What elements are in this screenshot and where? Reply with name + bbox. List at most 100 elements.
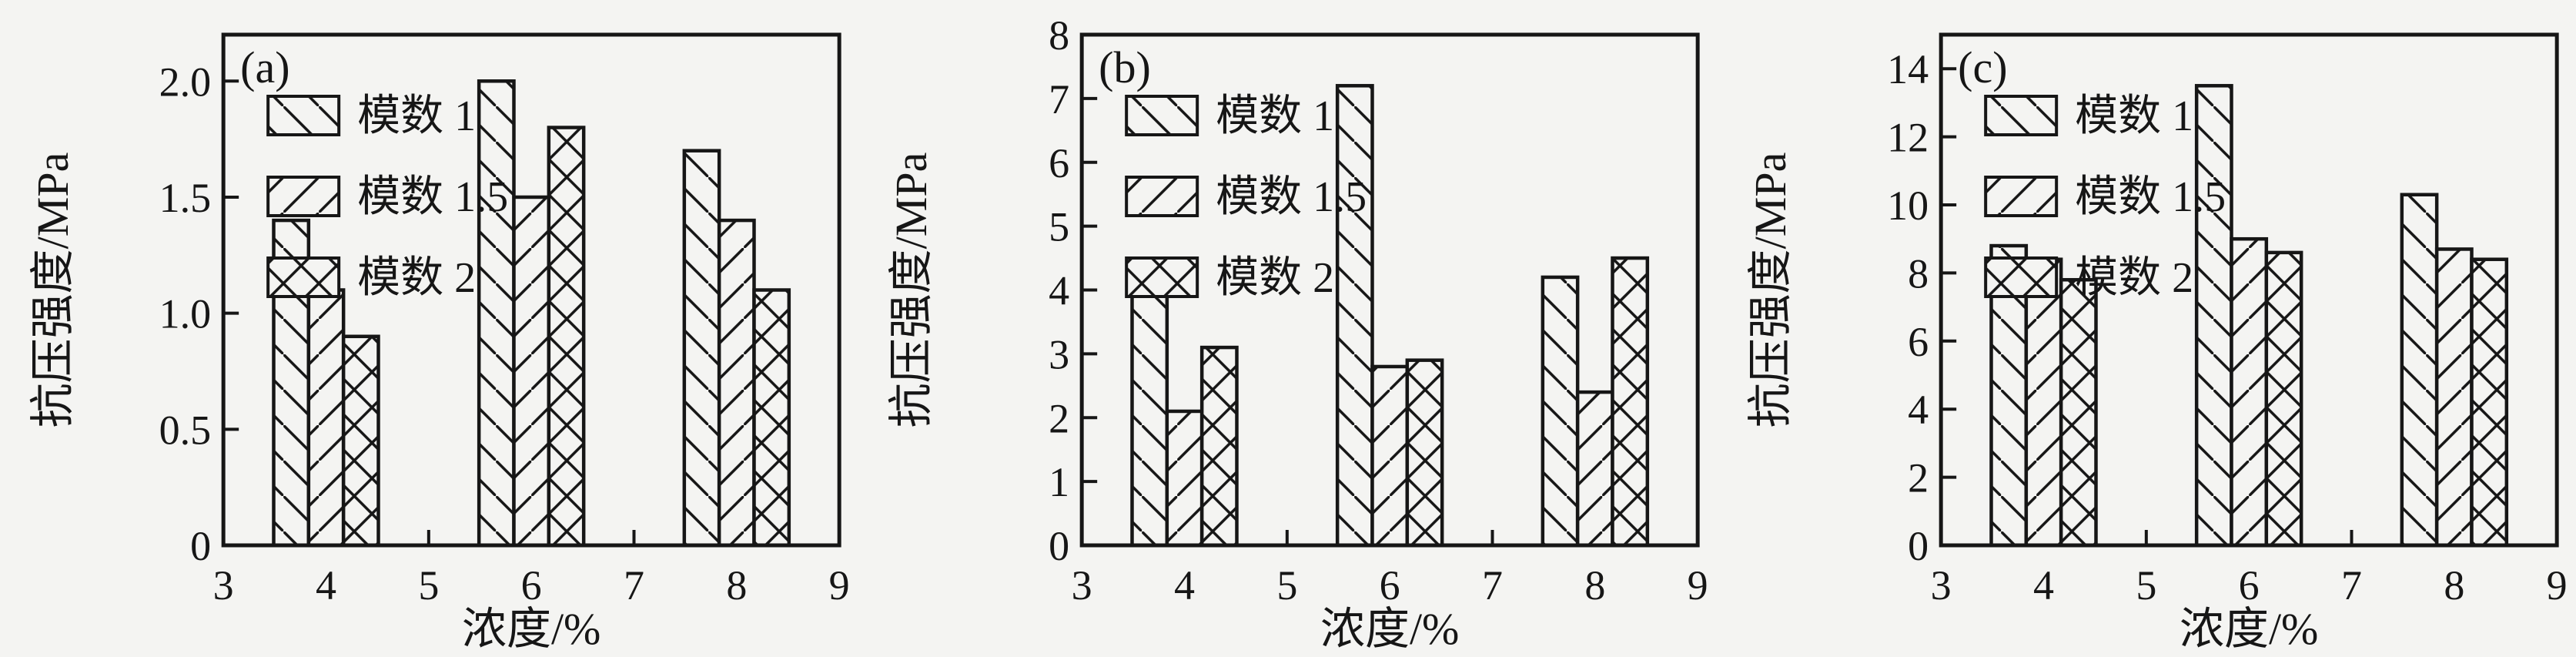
bar xyxy=(2264,250,2303,548)
bar xyxy=(1130,288,1169,548)
x-tick-label: 7 xyxy=(1482,562,1503,608)
x-tick-labels: 3 4 5 6 7 8 9 xyxy=(1930,562,2567,608)
legend-item: 模数 1 xyxy=(1125,92,1334,140)
y-tick-label: 1.0 xyxy=(159,291,212,337)
bars xyxy=(1130,84,1650,548)
x-tick-label: 7 xyxy=(2341,562,2362,608)
bars xyxy=(272,79,791,548)
x-tick-label: 3 xyxy=(1072,562,1092,608)
bar xyxy=(2024,257,2063,548)
legend-swatch-diag-down xyxy=(266,95,341,136)
y-tick-labels: 0 1 2 3 4 5 6 7 8 xyxy=(1049,12,1069,569)
bar xyxy=(2229,236,2268,548)
x-tick-label: 5 xyxy=(1277,562,1298,608)
bar xyxy=(477,79,516,548)
legend-item: 模数 1.5 xyxy=(1125,173,1367,221)
chart-panel-c: 3 4 5 6 7 8 9 0 2 4 6 8 10 12 14 (c) 模数 1 模数 1.5 模数 2 浓度/% 抗… xyxy=(1717,0,2576,657)
series-cross xyxy=(2059,250,2508,548)
series-diag-up xyxy=(1165,364,1615,548)
legend-label: 模数 1 xyxy=(1216,92,1334,140)
bar xyxy=(1370,364,1410,548)
legend-item: 模数 2 xyxy=(1983,254,2193,302)
plot-frame xyxy=(1079,32,1700,548)
y-tick-label: 14 xyxy=(1887,46,1929,92)
bar xyxy=(717,218,756,548)
legend-swatch-cross xyxy=(1125,256,1199,298)
series-diag-up xyxy=(306,195,756,548)
legend-item: 模数 1 xyxy=(1983,92,2193,140)
x-tick-labels: 3 4 5 6 7 8 9 xyxy=(213,562,850,608)
y-tick-label: 4 xyxy=(1908,387,1929,433)
bar xyxy=(682,149,721,548)
bar xyxy=(1165,409,1204,548)
x-tick-label: 8 xyxy=(726,562,747,608)
x-tick-label: 5 xyxy=(2136,562,2156,608)
bar xyxy=(306,288,346,548)
legend-swatch-diag-down xyxy=(1983,95,2058,136)
x-tick-label: 8 xyxy=(2444,562,2464,608)
legend-swatch-cross xyxy=(266,256,341,298)
y-tick-labels: 0 2 4 6 8 10 12 14 xyxy=(1887,46,1929,569)
y-tick-label: 8 xyxy=(1908,250,1929,297)
y-tick-label: 3 xyxy=(1049,331,1069,377)
bar xyxy=(1200,345,1239,548)
legend-label: 模数 2 xyxy=(2075,254,2193,302)
bar xyxy=(512,195,551,548)
bar xyxy=(2469,257,2508,548)
legend-label: 模数 1.5 xyxy=(1216,173,1367,221)
panel-label: (b) xyxy=(1099,42,1151,92)
legend-label: 模数 1 xyxy=(2075,92,2193,140)
series-cross xyxy=(341,126,791,548)
legend-label: 模数 1 xyxy=(357,92,476,140)
y-tick-label: 0 xyxy=(1049,523,1069,569)
y-axis-title: 抗压强度/MPa xyxy=(1745,153,1795,428)
legend-item: 模数 1 xyxy=(266,92,476,140)
legend: 模数 1 模数 1.5 模数 2 xyxy=(1983,92,2226,302)
y-tick-label: 4 xyxy=(1049,268,1069,314)
legend-label: 模数 1.5 xyxy=(2075,173,2226,221)
legend-swatch-diag-up xyxy=(1125,176,1199,217)
legend-item: 模数 2 xyxy=(1125,254,1334,302)
series-cross xyxy=(1200,256,1650,548)
legend: 模数 1 模数 1.5 模数 2 xyxy=(1125,92,1367,302)
chart-svg-b: 3 4 5 6 7 8 9 0 1 2 3 4 5 6 7 8 (b) 模数 1 模数 1.5 模数 2 浓度/% 抗压强… xyxy=(858,0,1718,657)
x-axis-title: 浓度/% xyxy=(2180,604,2318,654)
y-tick-label: 8 xyxy=(1049,12,1069,59)
panel-label: (c) xyxy=(1958,42,2007,92)
y-tick-label: 2.0 xyxy=(159,59,212,105)
legend-label: 模数 1.5 xyxy=(357,173,508,221)
x-tick-label: 7 xyxy=(624,562,644,608)
y-tick-label: 0 xyxy=(1908,523,1929,569)
y-tick-label: 1.5 xyxy=(159,175,212,221)
x-tick-label: 9 xyxy=(1688,562,1708,608)
x-tick-label: 4 xyxy=(1174,562,1195,608)
bar xyxy=(2400,193,2439,548)
x-tick-labels: 3 4 5 6 7 8 9 xyxy=(1072,562,1708,608)
chart-panel-a: 3 4 5 6 7 8 9 0 0.5 1.0 1.5 2.0 (a) 模数 1 模数 1.5 模数 2 浓度/… xyxy=(0,0,859,657)
legend-swatch-cross xyxy=(1983,256,2058,298)
legend-item: 模数 2 xyxy=(266,254,476,302)
y-tick-label: 2 xyxy=(1049,395,1069,441)
y-tick-label: 6 xyxy=(1908,319,1929,365)
bar xyxy=(1405,358,1444,548)
y-tick-label: 10 xyxy=(1887,183,1929,229)
x-tick-label: 6 xyxy=(521,562,542,608)
y-tick-label: 6 xyxy=(1049,140,1069,186)
legend-item: 模数 1.5 xyxy=(1983,173,2226,221)
chart-svg-a: 3 4 5 6 7 8 9 0 0.5 1.0 1.5 2.0 (a) 模数 1 模数 1.5 模数 2 浓度/… xyxy=(0,0,859,657)
y-tick-label: 7 xyxy=(1049,76,1069,122)
x-tick-label: 8 xyxy=(1585,562,1606,608)
y-tick-labels: 0 0.5 1.0 1.5 2.0 xyxy=(159,59,212,569)
bar xyxy=(2434,247,2474,548)
legend-label: 模数 2 xyxy=(357,254,476,302)
bar xyxy=(1611,256,1650,548)
legend-swatch-diag-down xyxy=(1125,95,1199,136)
x-tick-label: 5 xyxy=(418,562,439,608)
legend-swatch-diag-up xyxy=(1983,176,2058,217)
bar xyxy=(752,288,791,548)
x-tick-label: 6 xyxy=(1380,562,1400,608)
x-tick-label: 3 xyxy=(213,562,234,608)
legend-swatch-diag-up xyxy=(266,176,341,217)
legend-item: 模数 1.5 xyxy=(266,173,508,221)
